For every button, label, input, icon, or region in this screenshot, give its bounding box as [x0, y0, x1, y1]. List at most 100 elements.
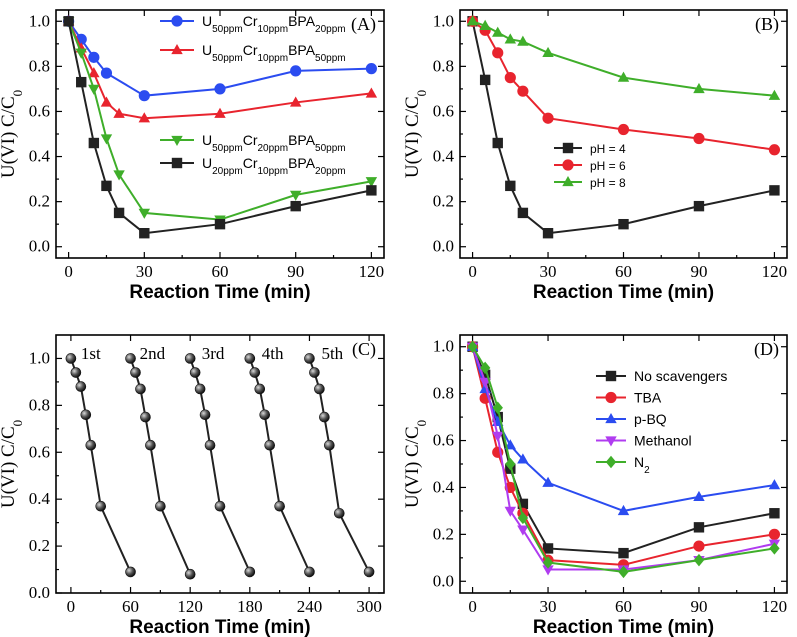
y-tick-label: 1.0 [433, 11, 454, 30]
data-point [88, 51, 100, 63]
series-line [67, 20, 372, 221]
x-tick-label: 30 [540, 597, 557, 616]
data-point [324, 439, 335, 451]
data-point [304, 566, 315, 578]
data-point [618, 565, 629, 579]
y-tick-label: 0.2 [433, 192, 454, 211]
data-point [366, 185, 377, 196]
legend-label: U50ppmCr20ppmBPA50ppm [202, 132, 346, 154]
data-point [274, 500, 285, 512]
data-point [314, 383, 325, 395]
data-point [365, 63, 377, 75]
data-point [289, 96, 302, 107]
x-tick-label: 30 [136, 262, 153, 281]
x-tick-label: 0 [67, 597, 76, 616]
legend-label: p-BQ [634, 411, 667, 427]
data-point [88, 67, 100, 78]
data-point [140, 411, 151, 423]
data-point [517, 35, 529, 46]
data-point [769, 508, 780, 519]
y-axis-title: U(VI) C/C0 [0, 90, 25, 178]
x-tick-label: 0 [468, 262, 477, 281]
data-point [492, 431, 504, 442]
data-point [517, 498, 529, 510]
data-point [769, 542, 780, 555]
data-point [113, 207, 125, 219]
x-tick-label: 30 [540, 262, 557, 281]
legend-marker [605, 455, 617, 469]
data-point [138, 112, 151, 123]
legend-label: Methanol [634, 433, 692, 449]
x-tick-label: 60 [615, 262, 632, 281]
data-point [504, 506, 517, 517]
series-line [471, 346, 775, 566]
data-point [95, 500, 107, 512]
panel-C: 0 60 120 180 240 300 0.0 0.2 0.4 0.6 0.8 1.0 Reactio… [0, 334, 385, 637]
y-tick-label: 0.6 [433, 431, 454, 450]
panel-label: (B) [755, 14, 779, 35]
series-3 [466, 15, 781, 100]
legend-label: U20ppmCr10ppmBPA20ppm [202, 155, 346, 177]
data-point [517, 453, 529, 464]
data-point [479, 74, 491, 86]
legend-marker [562, 159, 574, 171]
data-point [125, 566, 136, 578]
data-point [80, 409, 92, 421]
series-1 [65, 353, 136, 578]
y-tick-label: 0.0 [433, 571, 454, 590]
data-point [138, 90, 150, 102]
legend-marker [171, 15, 183, 27]
data-point [65, 353, 77, 364]
panel-label: (A) [351, 14, 376, 35]
x-tick-label: 120 [359, 262, 385, 281]
plot-frame [55, 334, 385, 594]
data-point [617, 123, 630, 136]
data-point [75, 48, 87, 59]
data-point [517, 207, 529, 219]
data-point [101, 180, 112, 192]
data-point [184, 353, 196, 364]
x-tick-label: 90 [690, 597, 707, 616]
data-point [304, 353, 315, 364]
data-point [467, 340, 478, 353]
data-point [693, 540, 705, 552]
legend: pH = 4 pH = 6 pH = 8 [554, 142, 626, 190]
panel-D: 0 30 60 90 120 0.0 0.2 0.4 0.6 0.8 1.0 Reaction Tim… [402, 334, 788, 637]
legend-marker [562, 176, 574, 187]
y-axis-title: U(VI) C/C0 [0, 420, 25, 508]
legend: U50ppmCr10ppmBPA20ppm U50ppmCr10ppmBPA50p… [160, 13, 346, 177]
data-point [70, 367, 82, 378]
x-tick-label: 120 [762, 597, 788, 616]
x-axis-title: Reaction Time (min) [129, 282, 310, 303]
data-point [199, 409, 211, 421]
data-point [88, 84, 100, 95]
data-point [155, 500, 166, 512]
legend-marker [562, 142, 574, 154]
data-point [617, 71, 630, 82]
data-point [254, 383, 266, 395]
y-tick-label: 0.4 [29, 489, 51, 508]
data-point [363, 566, 375, 578]
x-tick-label: 90 [287, 262, 304, 281]
y-tick-label: 0.4 [433, 147, 455, 166]
panel-A: 0 30 60 90 120 0.0 0.2 0.4 0.6 0.8 1.0 Reaction Tim… [0, 9, 385, 303]
data-point [542, 228, 554, 239]
y-axis-title: U(VI) C/C0 [402, 420, 429, 508]
series-3 [184, 353, 256, 578]
data-point [113, 107, 125, 118]
data-point [145, 439, 156, 451]
data-point [289, 190, 302, 201]
data-point [542, 46, 554, 57]
y-tick-label: 1.0 [433, 337, 454, 356]
data-point [85, 439, 97, 451]
data-point [365, 177, 378, 188]
x-tick-label: 60 [212, 262, 229, 281]
data-point [542, 543, 554, 554]
panel-label: (C) [352, 339, 376, 360]
data-point [189, 367, 201, 378]
legend-label: TBA [634, 390, 662, 406]
data-point [214, 83, 226, 95]
x-axis-title: Reaction Time (min) [129, 617, 310, 637]
data-point [466, 15, 479, 26]
x-tick-label: 60 [122, 597, 139, 616]
